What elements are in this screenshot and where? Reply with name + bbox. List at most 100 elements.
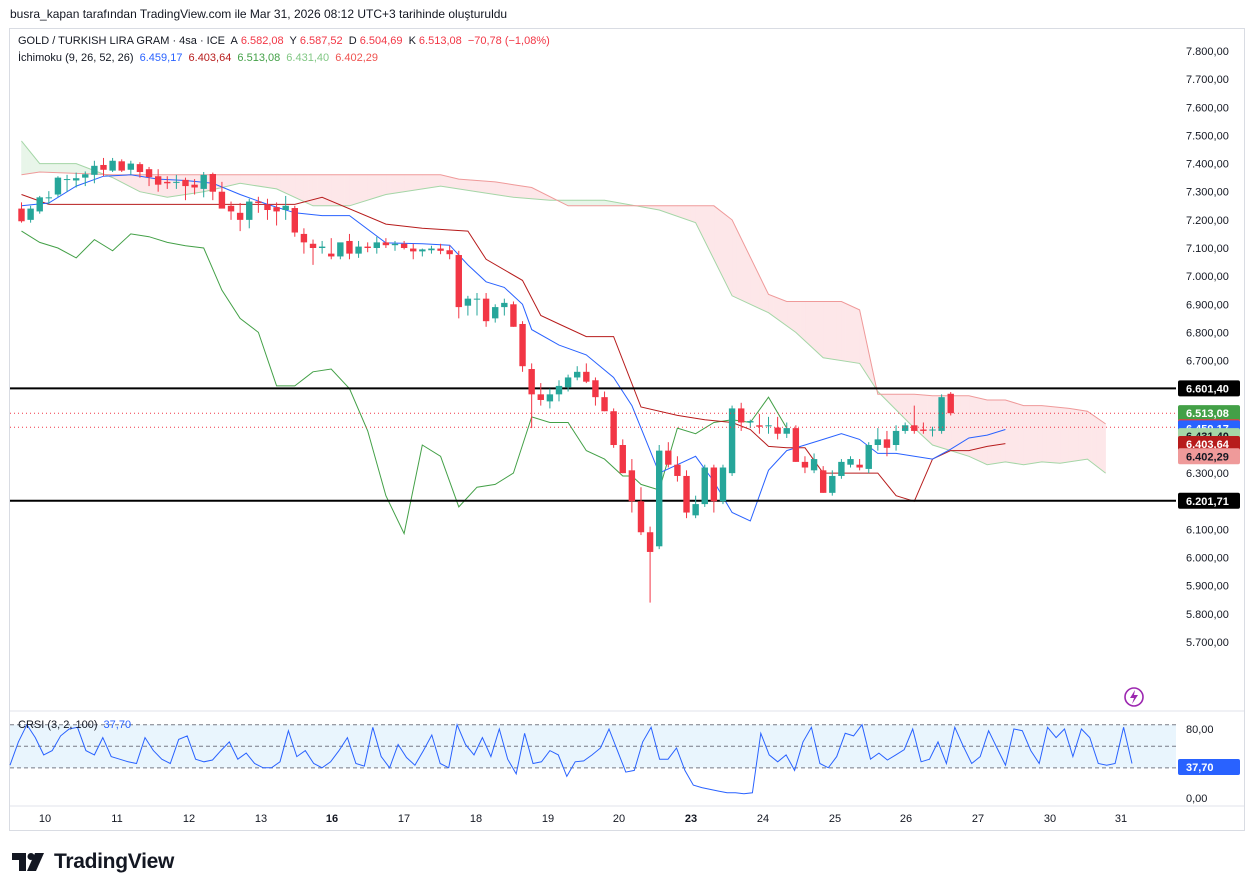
cloud-segment <box>1023 405 1029 466</box>
candle-body <box>637 501 645 533</box>
low-value: 6.504,69 <box>359 35 403 47</box>
candle-body <box>510 304 517 327</box>
cloud-segment <box>508 183 514 198</box>
time-tick-label: 25 <box>829 813 841 825</box>
cloud-segment <box>964 395 970 457</box>
candle-body <box>774 427 781 434</box>
cloud-segment <box>390 174 396 195</box>
cloud-segment <box>1100 420 1106 474</box>
alert-bolt-icon <box>1124 687 1144 707</box>
cloud-segment <box>1000 399 1006 463</box>
crsi-tick-label: 80,00 <box>1186 724 1214 736</box>
time-tick-label: 16 <box>326 813 338 825</box>
candle-body <box>455 255 462 308</box>
candle-body <box>601 397 608 412</box>
candle-body <box>428 248 435 251</box>
cloud-segment <box>162 174 168 198</box>
candle-body <box>856 464 863 468</box>
cloud-segment <box>276 174 282 192</box>
cloud-segment <box>285 174 291 196</box>
cloud-segment <box>1064 407 1070 463</box>
candle-body <box>646 532 654 552</box>
candle-body <box>118 161 125 171</box>
cloud-segment <box>822 301 829 359</box>
ichimoku-legend[interactable]: İchimoku (9, 26, 52, 26) 6.459,17 6.403,… <box>18 52 381 64</box>
candle-body <box>901 425 909 431</box>
cloud-segment <box>412 174 419 191</box>
cloud-segment <box>71 163 77 174</box>
cloud-segment <box>982 398 988 466</box>
candle-body <box>100 164 107 170</box>
cloud-segment <box>572 199 578 207</box>
ichimoku-base-value: 6.403,64 <box>188 52 232 64</box>
candle-body <box>419 249 426 252</box>
crsi-line <box>9 722 1133 795</box>
cloud-segment <box>736 229 742 301</box>
candle-body <box>127 163 135 170</box>
price-badge-label: 6.201,71 <box>1186 496 1229 508</box>
crsi-label[interactable]: CRSI (3, 2, 100) <box>18 719 98 731</box>
cloud-segment <box>344 174 350 207</box>
candle-body <box>136 164 144 173</box>
candle-body <box>564 377 572 388</box>
candle-body <box>574 371 581 378</box>
open-value: 6.582,08 <box>240 35 284 47</box>
price-tick-label: 7.600,00 <box>1186 102 1229 114</box>
cloud-segment <box>740 238 747 303</box>
cloud-segment <box>171 174 177 197</box>
candle-body <box>209 173 217 192</box>
candle-body <box>218 191 226 209</box>
cloud-segment <box>230 174 236 186</box>
cloud-segment <box>289 174 296 198</box>
cloud-segment <box>772 295 778 320</box>
cloud-segment <box>927 395 933 446</box>
cloud-segment <box>586 199 592 207</box>
cloud-segment <box>1046 405 1052 463</box>
cloud-segment <box>267 174 273 189</box>
chart-frame[interactable] <box>9 28 1245 831</box>
cloud-segment <box>435 174 441 188</box>
ichimoku-leading-span-a <box>21 140 1106 474</box>
cloud-segment <box>426 174 432 189</box>
crsi-legend[interactable]: CRSI (3, 2, 100) 37,70 <box>18 719 134 731</box>
cloud-segment <box>176 174 182 197</box>
candle-body <box>838 461 845 476</box>
cloud-segment <box>463 179 469 191</box>
candle-body <box>801 461 809 468</box>
cloud-segment <box>57 163 63 174</box>
cloud-segment <box>299 174 305 203</box>
price-badge-label: 6.601,40 <box>1186 383 1229 395</box>
cloud-segment <box>440 174 446 188</box>
candle-body <box>473 298 481 300</box>
candle-body <box>173 181 180 183</box>
candle-body <box>273 207 280 212</box>
price-tick-label: 6.300,00 <box>1186 468 1229 480</box>
cloud-segment <box>681 205 687 220</box>
ichimoku-leading-span-b <box>21 171 1106 425</box>
cloud-segment <box>485 180 491 195</box>
tradingview-logo[interactable]: TradingView <box>12 850 174 874</box>
cloud-segment <box>959 395 965 456</box>
price-tick-label: 7.000,00 <box>1186 271 1229 283</box>
price-badge <box>1178 380 1240 397</box>
symbol-title[interactable]: GOLD / TURKISH LIRA GRAM · 4sa · ICE <box>18 35 226 47</box>
cloud-segment <box>362 174 368 202</box>
cloud-segment <box>991 399 997 465</box>
candle-body <box>710 467 718 502</box>
candle-body <box>191 184 198 188</box>
candle-body <box>555 385 563 395</box>
cloud-segment <box>239 174 245 185</box>
candle-body <box>337 242 344 257</box>
ichimoku-lagging-value: 6.513,08 <box>237 52 281 64</box>
candle-body <box>874 439 882 445</box>
candle-body <box>54 177 62 195</box>
cloud-segment <box>394 174 400 194</box>
alert-bolt-glyph <box>1130 690 1138 704</box>
candle-body <box>847 459 854 465</box>
ichimoku-label[interactable]: İchimoku (9, 26, 52, 26) <box>18 52 134 64</box>
candle-body <box>819 470 827 493</box>
candle-body <box>628 470 636 502</box>
symbol-legend[interactable]: GOLD / TURKISH LIRA GRAM · 4sa · ICE A 6.… <box>18 35 553 47</box>
ichimoku-conversion-value: 6.459,17 <box>139 52 183 64</box>
